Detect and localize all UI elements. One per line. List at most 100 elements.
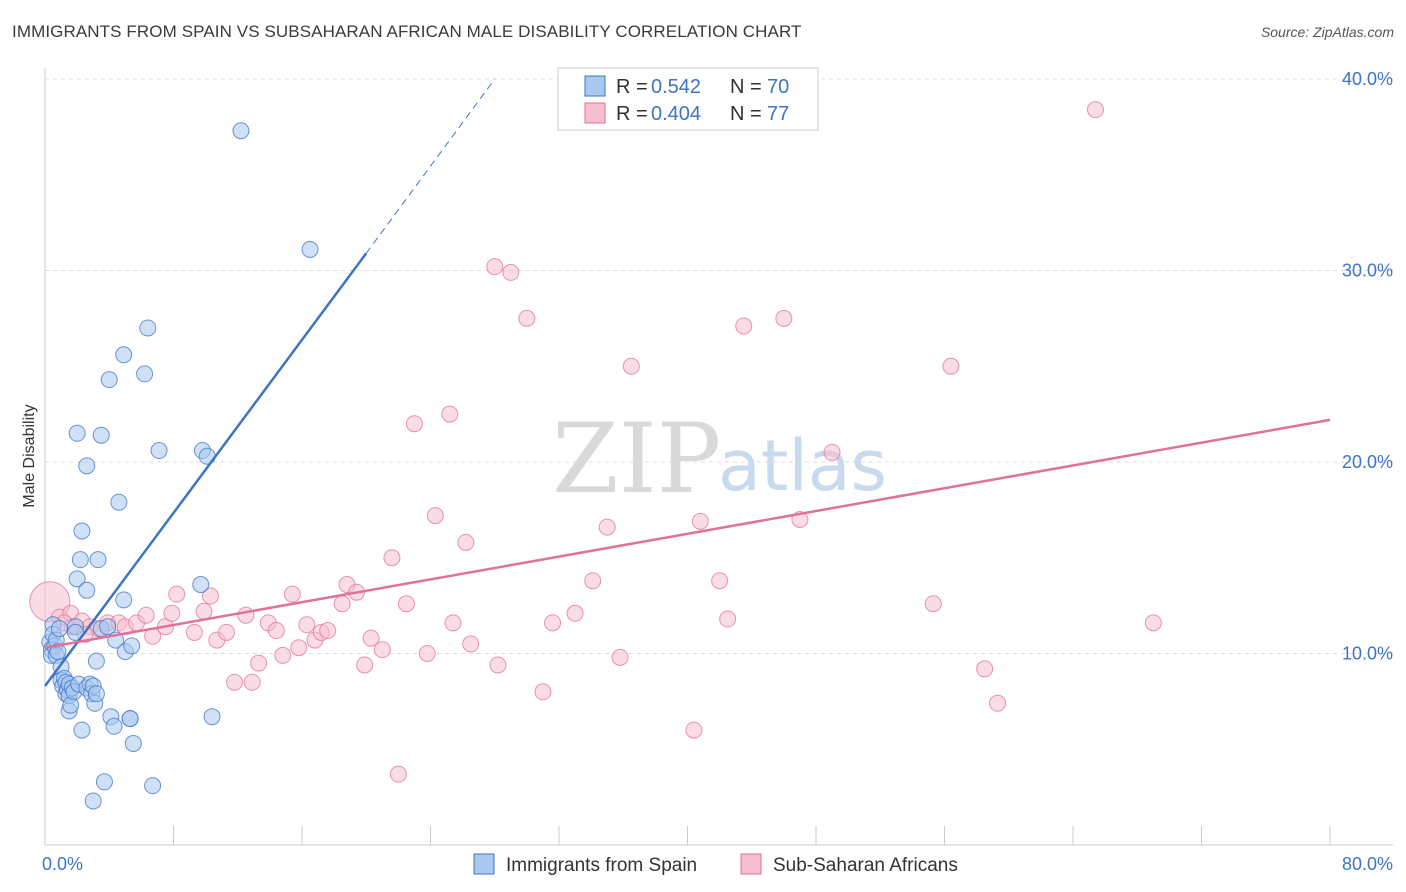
sub-saharan-point: [622, 357, 640, 375]
sub-saharan-point: [989, 694, 1007, 712]
y-tick-labels: 10.0% 20.0% 30.0% 40.0%: [1342, 69, 1393, 664]
chart-source: Source: ZipAtlas.com: [1260, 24, 1394, 40]
spain-point: [136, 365, 154, 383]
spain-point: [73, 721, 91, 739]
sub-saharan-point: [534, 683, 552, 701]
sub-saharan-point: [137, 606, 155, 624]
spain-point: [232, 122, 250, 140]
spain-point: [92, 426, 110, 444]
sub-saharan-point: [611, 648, 629, 666]
spain-point: [115, 346, 133, 364]
sub-saharan-point: [243, 673, 261, 691]
legend-r-label-sub-saharan: R =: [616, 103, 648, 125]
sub-saharan-point: [502, 263, 520, 281]
spain-point: [73, 522, 91, 540]
spain-point: [150, 442, 168, 460]
sub-saharan-point: [584, 572, 602, 590]
sub-saharan-point: [489, 656, 507, 674]
sub-saharan-point: [201, 587, 219, 605]
sub-saharan-point: [566, 604, 584, 622]
sub-saharan-point: [823, 443, 841, 461]
spain-point: [301, 240, 319, 258]
spain-point: [87, 652, 105, 670]
bottom-legend-swatch-spain: [473, 853, 495, 875]
spain-point: [78, 581, 96, 599]
gridlines: [45, 78, 1393, 654]
spain-point: [50, 620, 68, 638]
spain-point: [68, 424, 86, 442]
spain-point: [124, 735, 142, 753]
sub-saharan-point: [218, 623, 236, 641]
legend-r-value-sub-saharan: 0.404: [651, 103, 701, 125]
sub-saharan-point: [405, 415, 423, 433]
spain-point: [95, 773, 113, 791]
legend-swatch-sub-saharan: [584, 102, 606, 124]
spain-point: [100, 371, 118, 389]
x-ticks: [44, 826, 1331, 845]
sub-saharan-point: [267, 622, 285, 640]
spain-point: [84, 792, 102, 810]
spain-point: [144, 777, 162, 795]
sub-saharan-point: [976, 660, 994, 678]
sub-saharan-point: [1086, 101, 1104, 119]
spain-points: [41, 122, 319, 810]
legend-n-label-sub-saharan: N =: [730, 103, 762, 125]
sub-saharan-point: [383, 549, 401, 567]
y-tick-label: 40.0%: [1342, 69, 1393, 89]
spain-point: [110, 493, 128, 511]
sub-saharan-point: [462, 635, 480, 653]
sub-saharan-point: [444, 614, 462, 632]
bottom-legend-label-sub-saharan: Sub-Saharan Africans: [773, 855, 958, 876]
chart-title: IMMIGRANTS FROM SPAIN VS SUBSAHARAN AFRI…: [12, 22, 802, 41]
legend-n-label-spain: N =: [730, 76, 762, 98]
spain-point: [139, 319, 157, 337]
legend-n-value-sub-saharan: 77: [767, 103, 789, 125]
sub-saharan-point: [457, 533, 475, 551]
sub-saharan-point: [711, 572, 729, 590]
y-axis-label: Male Disability: [21, 404, 38, 507]
sub-saharan-point: [1144, 614, 1162, 632]
sub-saharan-point: [719, 610, 737, 628]
sub-saharan-point: [168, 585, 186, 603]
sub-saharan-point: [274, 646, 292, 664]
sub-saharan-point: [319, 622, 337, 640]
sub-saharan-trend-line: [44, 418, 1331, 649]
sub-saharan-point: [685, 721, 703, 739]
sub-saharan-point: [775, 309, 793, 327]
spain-point: [87, 685, 105, 703]
trend-lines: [43, 78, 1331, 687]
spain-point: [99, 618, 117, 636]
spain-point: [105, 717, 123, 735]
bottom-legend-swatch-sub-saharan: [740, 853, 762, 875]
sub-saharan-point: [356, 656, 374, 674]
sub-saharan-point: [362, 629, 380, 647]
x-tick-label-max: 80.0%: [1342, 854, 1393, 874]
sub-saharan-point: [237, 606, 255, 624]
spain-point: [68, 570, 86, 588]
legend-r-label-spain: R =: [616, 76, 648, 98]
sub-saharan-point: [389, 765, 407, 783]
y-tick-label: 20.0%: [1342, 452, 1393, 472]
sub-saharan-point: [418, 645, 436, 662]
spain-point: [115, 591, 133, 609]
sub-saharan-point: [373, 641, 391, 659]
sub-saharan-point: [397, 595, 415, 613]
sub-saharan-point: [333, 595, 351, 613]
legend-box: R = 0.542 N = 70 R = 0.404 N = 77: [557, 67, 819, 131]
sub-saharan-point: [518, 309, 536, 327]
watermark-zip: ZIP: [552, 403, 721, 515]
spain-point: [89, 551, 107, 569]
sub-saharan-point: [924, 595, 942, 613]
sub-saharan-point: [250, 654, 268, 672]
sub-saharan-point: [195, 602, 213, 620]
x-tick-label-min: 0.0%: [42, 854, 83, 874]
spain-point: [71, 551, 89, 569]
legend-swatch-spain: [584, 75, 606, 97]
sub-saharan-point: [486, 258, 504, 276]
y-tick-label: 10.0%: [1342, 644, 1393, 664]
sub-saharan-point: [942, 357, 960, 375]
sub-saharan-point: [290, 639, 308, 657]
sub-saharan-point: [691, 512, 709, 530]
sub-saharan-point: [441, 405, 459, 423]
